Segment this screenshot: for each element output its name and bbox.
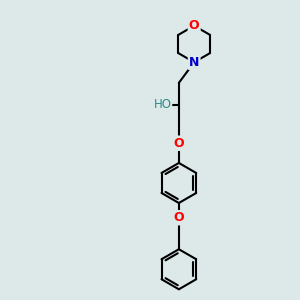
Text: O: O bbox=[189, 19, 200, 32]
Text: N: N bbox=[189, 56, 200, 69]
Text: O: O bbox=[173, 211, 184, 224]
Text: O: O bbox=[173, 137, 184, 150]
Text: HO: HO bbox=[154, 98, 172, 111]
